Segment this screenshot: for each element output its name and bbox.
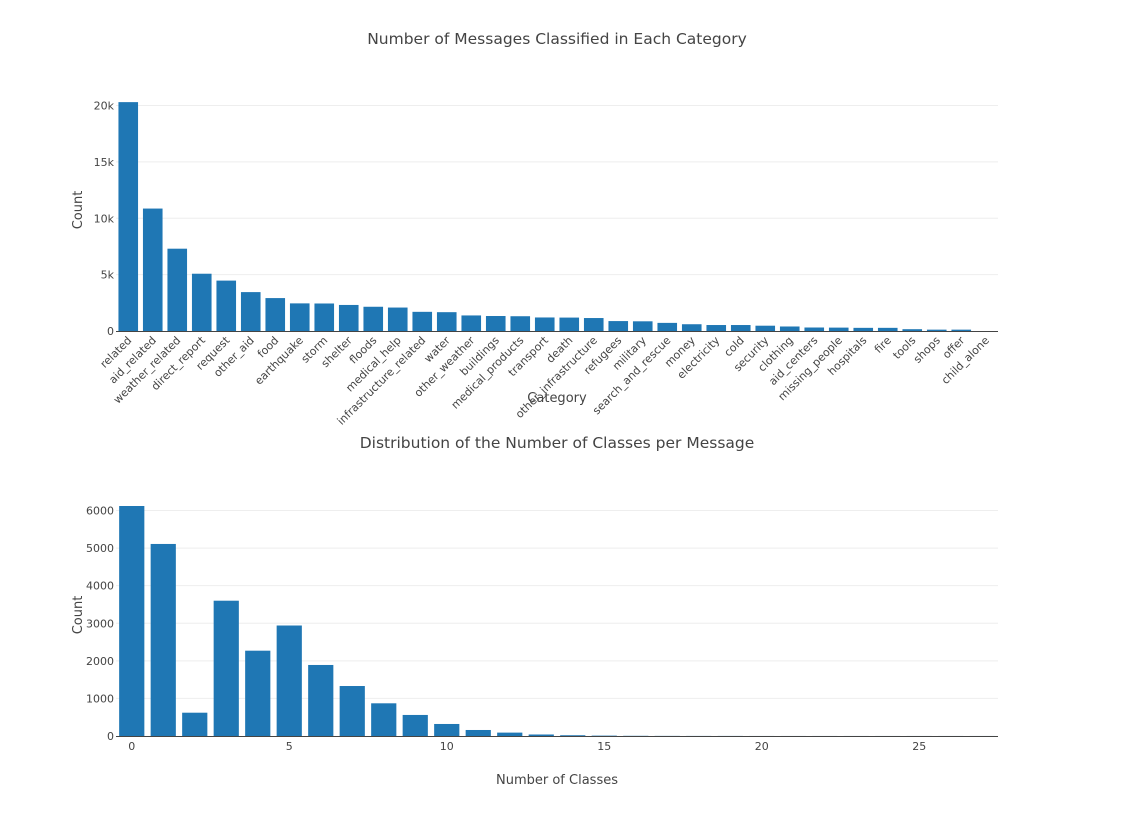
chart2-bar [434, 723, 460, 736]
chart2-bar [465, 729, 491, 736]
chart1-bar [583, 318, 604, 331]
chart2-x-tick-label: 0 [128, 740, 135, 753]
chart1-bar [681, 324, 702, 331]
chart1-bar [485, 316, 506, 331]
chart1-y-tick-label: 5k [101, 269, 115, 282]
chart2-bar [308, 664, 334, 736]
chart1-bar [902, 329, 923, 331]
chart2-bar [150, 543, 176, 736]
chart1-bar [853, 327, 874, 331]
chart1-bar [779, 326, 800, 331]
chart2-bar [560, 735, 586, 736]
chart1-bar [926, 329, 947, 331]
chart1-y-axis-label: Count [71, 191, 86, 230]
chart2-title: Distribution of the Number of Classes pe… [360, 434, 755, 452]
chart1-bar [804, 327, 825, 331]
chart1-bar [314, 303, 335, 331]
chart1-bar [510, 316, 531, 331]
chart1-bar [240, 292, 261, 331]
chart1-bar [755, 325, 776, 331]
chart1-bar [436, 312, 457, 331]
chart2-y-tick-label: 5000 [86, 542, 114, 555]
chart2-y-ticks: 0 1000 2000 3000 4000 5000 6000 [86, 505, 114, 743]
classes-per-message-chart: Distribution of the Number of Classes pe… [71, 434, 998, 788]
chart2-bar [119, 506, 145, 736]
chart1-y-tick-label: 0 [107, 325, 114, 338]
chart1-bars [118, 102, 972, 332]
chart1-x-axis-label: Category [527, 391, 587, 406]
chart2-x-tick-label: 20 [755, 740, 769, 753]
chart1-bar [706, 325, 727, 331]
chart1-title: Number of Messages Classified in Each Ca… [367, 30, 747, 48]
chart1-bar [387, 307, 408, 331]
chart1-bar [828, 327, 849, 331]
chart2-bar [339, 686, 365, 736]
chart1-y-tick-label: 10k [94, 212, 115, 225]
chart2-y-tick-label: 6000 [86, 505, 114, 518]
chart2-bar [371, 703, 397, 736]
chart2-bar [182, 712, 208, 736]
chart1-bar [216, 280, 237, 331]
chart2-bar [213, 600, 239, 736]
chart1-bar [559, 317, 580, 331]
chart1-bar [657, 322, 678, 331]
chart1-bar [191, 273, 212, 331]
chart1-gridlines [116, 105, 998, 276]
chart1-bar [461, 315, 482, 331]
chart2-x-ticks: 0 5 10 15 20 25 [128, 740, 926, 753]
chart1-y-ticks: 0 5k 10k 15k 20k [94, 100, 115, 338]
chart1-bar [877, 327, 898, 331]
chart2-y-axis-label: Count [71, 596, 86, 635]
chart1-y-tick-label: 15k [94, 156, 115, 169]
chart1-bar [265, 298, 286, 331]
chart2-y-tick-label: 1000 [86, 692, 114, 705]
chart2-x-tick-label: 15 [597, 740, 611, 753]
chart1-bar [289, 303, 310, 331]
chart2-x-tick-label: 10 [440, 740, 454, 753]
chart2-bar [276, 625, 302, 736]
chart1-y-tick-label: 20k [94, 100, 115, 113]
chart2-bar [528, 734, 554, 736]
chart1-bar [142, 208, 163, 331]
chart2-bar [402, 714, 428, 736]
chart1-bar [118, 102, 139, 332]
category-count-chart: Number of Messages Classified in Each Ca… [71, 30, 998, 428]
chart1-x-ticks: relatedaid_relatedweather_relateddirect_… [98, 333, 992, 427]
chart2-bar [245, 650, 271, 736]
chart2-x-axis-label: Number of Classes [496, 773, 618, 788]
chart1-bar [167, 248, 188, 331]
chart2-y-tick-label: 3000 [86, 617, 114, 630]
chart1-bar [363, 306, 384, 331]
chart2-y-tick-label: 4000 [86, 580, 114, 593]
chart1-bar [412, 311, 433, 331]
chart2-y-tick-label: 2000 [86, 655, 114, 668]
chart1-bar [338, 304, 359, 331]
chart1-bar [730, 325, 751, 331]
chart1-bar [632, 321, 653, 331]
chart1-bar [608, 321, 629, 331]
chart1-bar [951, 329, 972, 331]
chart2-y-tick-label: 0 [107, 730, 114, 743]
chart2-x-tick-label: 5 [286, 740, 293, 753]
chart1-x-tick-label: shops [911, 334, 943, 366]
chart2-x-tick-label: 25 [912, 740, 926, 753]
chart2-bar [497, 732, 523, 736]
chart1-bar [534, 317, 555, 331]
chart2-bars [119, 506, 995, 736]
